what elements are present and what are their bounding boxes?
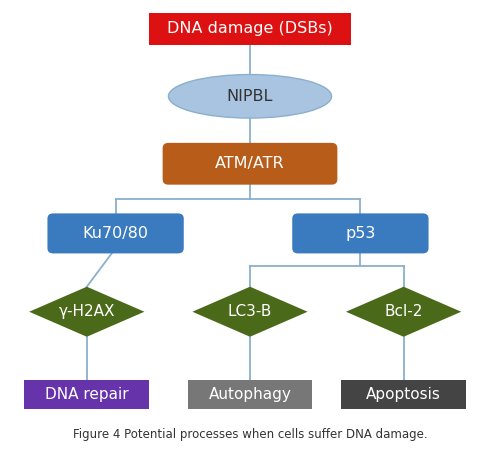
- Text: Autophagy: Autophagy: [208, 387, 292, 402]
- Text: NIPBL: NIPBL: [227, 89, 273, 104]
- FancyBboxPatch shape: [341, 380, 466, 409]
- Polygon shape: [192, 287, 308, 337]
- Text: DNA damage (DSBs): DNA damage (DSBs): [167, 21, 333, 36]
- Text: DNA repair: DNA repair: [45, 387, 128, 402]
- Text: γ-H2AX: γ-H2AX: [58, 304, 115, 319]
- FancyBboxPatch shape: [149, 13, 351, 44]
- FancyBboxPatch shape: [188, 380, 312, 409]
- FancyBboxPatch shape: [292, 213, 428, 253]
- Text: Apoptosis: Apoptosis: [366, 387, 441, 402]
- Polygon shape: [29, 287, 144, 337]
- Text: p53: p53: [345, 226, 376, 241]
- Text: Ku70/80: Ku70/80: [82, 226, 148, 241]
- FancyBboxPatch shape: [24, 380, 149, 409]
- Ellipse shape: [168, 75, 332, 118]
- Polygon shape: [346, 287, 461, 337]
- Text: Figure 4 Potential processes when cells suffer DNA damage.: Figure 4 Potential processes when cells …: [72, 428, 428, 441]
- Text: ATM/ATR: ATM/ATR: [215, 156, 285, 171]
- FancyBboxPatch shape: [162, 143, 338, 185]
- FancyBboxPatch shape: [48, 213, 184, 253]
- Text: Bcl-2: Bcl-2: [384, 304, 423, 319]
- Text: LC3-B: LC3-B: [228, 304, 272, 319]
